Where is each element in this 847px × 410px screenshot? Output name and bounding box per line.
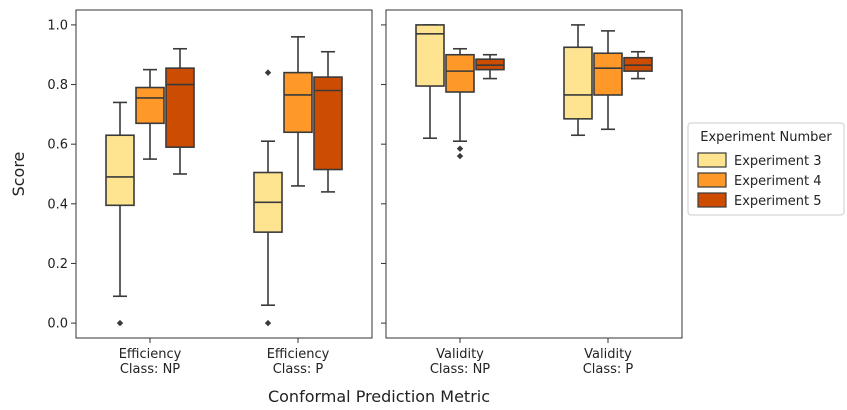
box-iqr bbox=[283, 71, 313, 134]
x-tick-label-line1: Efficiency bbox=[119, 347, 182, 362]
y-tick-label: 0.6 bbox=[47, 138, 68, 153]
legend-title: Experiment Number bbox=[700, 130, 832, 145]
legend-label-2: Experiment 4 bbox=[734, 174, 822, 189]
box-iqr bbox=[165, 67, 195, 148]
x-tick-label-line1: Efficiency bbox=[267, 347, 330, 362]
box-experiment-4 bbox=[445, 47, 475, 160]
box-experiment-4 bbox=[283, 36, 313, 187]
legend-frame bbox=[687, 122, 845, 216]
x-tick-label-line1: Validity bbox=[584, 347, 632, 362]
box-experiment-3 bbox=[105, 101, 135, 327]
panel-frame bbox=[75, 9, 373, 339]
box-experiment-3 bbox=[253, 69, 283, 327]
x-tick-label-line2: Class: P bbox=[273, 362, 324, 377]
y-tick-label: 0.8 bbox=[47, 78, 68, 93]
outlier-point bbox=[264, 319, 272, 327]
box-iqr bbox=[135, 86, 165, 125]
box-experiment-4 bbox=[593, 30, 623, 131]
x-tick-label-line2: Class: P bbox=[583, 362, 634, 377]
legend-items: Experiment 3 Experiment 4 Experiment 5 bbox=[697, 152, 822, 209]
x-tick-label-line2: Class: NP bbox=[430, 362, 490, 377]
box-experiment-5 bbox=[623, 50, 653, 80]
panel-frame bbox=[385, 9, 683, 339]
box-iqr bbox=[415, 24, 445, 87]
y-tick-label: 0.2 bbox=[47, 257, 68, 272]
box-experiment-3 bbox=[415, 24, 445, 140]
legend-swatch-2 bbox=[697, 172, 727, 188]
legend-label-1: Experiment 3 bbox=[734, 154, 822, 169]
box-experiment-3 bbox=[563, 24, 593, 137]
box-experiment-5 bbox=[475, 53, 505, 80]
box-iqr bbox=[445, 53, 475, 93]
outlier-point bbox=[456, 145, 464, 152]
box-iqr bbox=[563, 46, 593, 120]
legend: Experiment Number Experiment 3Experiment… bbox=[687, 122, 845, 216]
legend-label-3: Experiment 5 bbox=[734, 194, 822, 209]
y-tick-label: 1.0 bbox=[47, 18, 68, 33]
box-experiment-5 bbox=[313, 50, 343, 193]
x-axis-label: Conformal Prediction Metric bbox=[268, 387, 490, 406]
box-iqr bbox=[593, 52, 623, 96]
y-axis-label: Score bbox=[9, 152, 28, 197]
legend-swatch-3 bbox=[697, 192, 727, 208]
box-experiment-5 bbox=[165, 47, 195, 175]
x-tick-label-line2: Class: NP bbox=[120, 362, 180, 377]
outlier-point bbox=[116, 319, 124, 327]
y-tick-label: 0.0 bbox=[47, 317, 68, 332]
box-iqr bbox=[105, 134, 135, 207]
box-iqr bbox=[313, 76, 343, 171]
outlier-point bbox=[264, 69, 272, 76]
x-tick-label-line1: Validity bbox=[436, 347, 484, 362]
box-experiment-4 bbox=[135, 68, 165, 160]
outlier-point bbox=[456, 152, 464, 160]
y-tick-label: 0.4 bbox=[47, 197, 68, 212]
legend-swatch-1 bbox=[697, 152, 727, 168]
